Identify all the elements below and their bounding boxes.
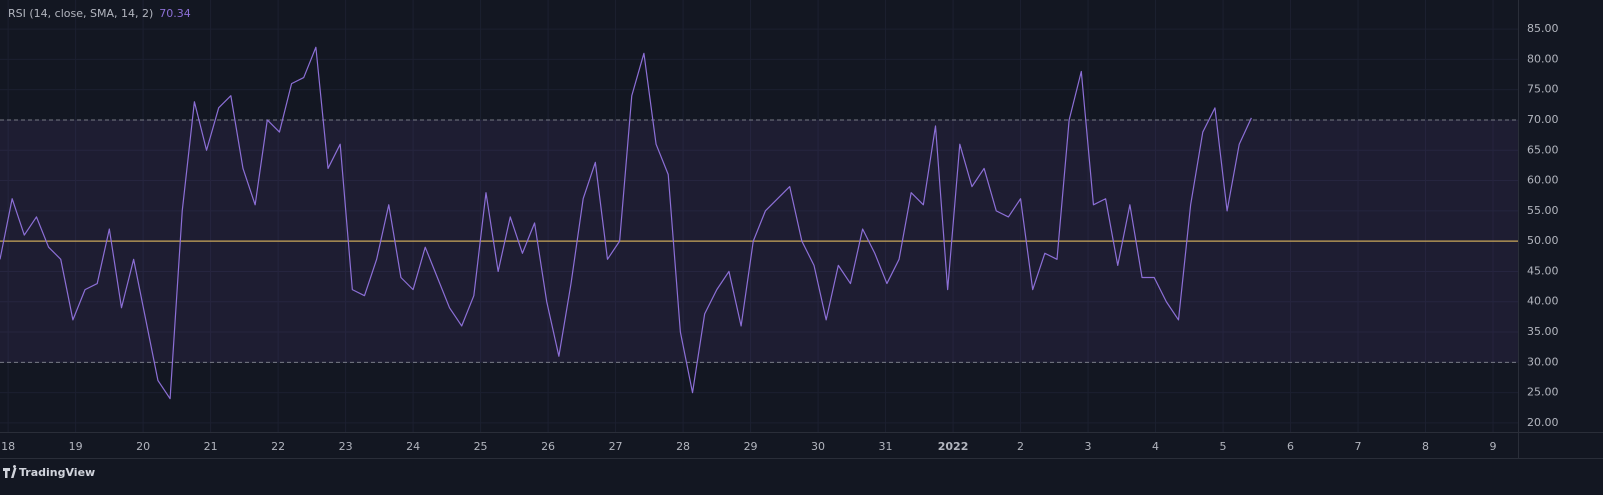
tradingview-logo[interactable]: TradingView — [3, 464, 95, 479]
y-tick-label: 25.00 — [1527, 386, 1559, 399]
y-tick-label: 55.00 — [1527, 204, 1559, 217]
y-tick-label: 65.00 — [1527, 143, 1559, 156]
x-tick-label: 22 — [271, 440, 285, 453]
x-tick-label: 4 — [1152, 440, 1159, 453]
x-tick-label: 8 — [1422, 440, 1429, 453]
y-tick-label: 75.00 — [1527, 83, 1559, 96]
x-tick-label: 21 — [204, 440, 218, 453]
x-tick-label: 9 — [1490, 440, 1497, 453]
y-tick-label: 45.00 — [1527, 264, 1559, 277]
x-tick-label: 18 — [1, 440, 15, 453]
brand: TradingView — [19, 466, 95, 479]
rsi-line — [0, 46, 1252, 400]
x-tick-label: 25 — [474, 440, 488, 453]
x-tick-label: 7 — [1355, 440, 1362, 453]
x-tick-label: 28 — [676, 440, 690, 453]
labels: 20.00 25.00 30.00 35.00 40.00 45.00 50.00 55.00… — [1, 22, 1558, 453]
x-tick-label: 20 — [136, 440, 150, 453]
x-tick-label: 19 — [69, 440, 83, 453]
x-tick-label: 2022 — [938, 440, 969, 453]
x-tick-label: 29 — [744, 440, 758, 453]
x-tick-label: 30 — [811, 440, 825, 453]
y-tick-label: 80.00 — [1527, 52, 1559, 65]
legend-name: RSI (14, close, SMA, 14, 2) — [8, 7, 153, 20]
x-tick-label: 2 — [1017, 440, 1024, 453]
logo-icon — [3, 464, 17, 478]
y-tick-label: 40.00 — [1527, 295, 1559, 308]
x-tick-label: 31 — [879, 440, 893, 453]
y-tick-label: 35.00 — [1527, 325, 1559, 338]
y-tick-label: 85.00 — [1527, 22, 1559, 35]
x-tick-label: 6 — [1287, 440, 1294, 453]
y-tick-label: 60.00 — [1527, 174, 1559, 187]
legend-value: 70.34 — [159, 7, 191, 20]
y-tick-label: 50.00 — [1527, 234, 1559, 247]
x-tick-label: 23 — [339, 440, 353, 453]
x-tick-label: 24 — [406, 440, 420, 453]
y-tick-label: 30.00 — [1527, 355, 1559, 368]
x-tick-label: 5 — [1220, 440, 1227, 453]
y-tick-label: 20.00 — [1527, 416, 1559, 429]
x-tick-label: 3 — [1085, 440, 1092, 453]
y-tick-label: 70.00 — [1527, 113, 1559, 126]
marks — [0, 46, 1518, 400]
x-tick-label: 26 — [541, 440, 555, 453]
x-tick-label: 27 — [609, 440, 623, 453]
